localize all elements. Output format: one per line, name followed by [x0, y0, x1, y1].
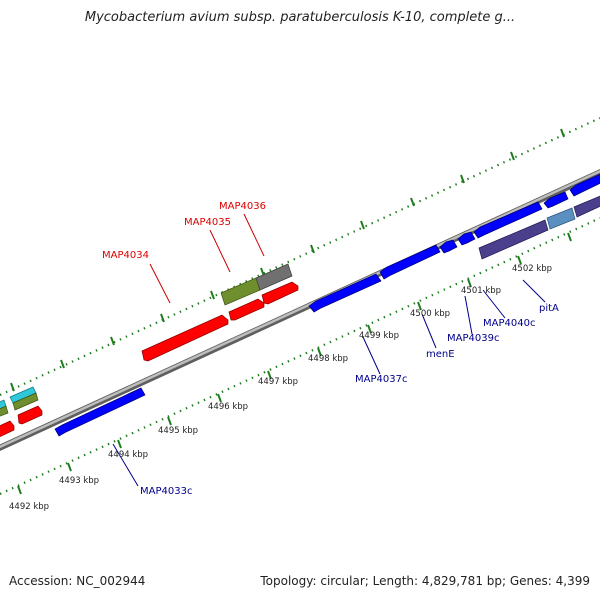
kbp-label-4496: 4496 kbp: [208, 402, 248, 412]
accession-text: Accession: NC_002944: [9, 574, 146, 588]
label-map4035: MAP4035: [184, 217, 231, 228]
gene-left-olive[interactable]: [12, 392, 39, 411]
gene-right-slate[interactable]: [573, 194, 600, 218]
gene-map4036[interactable]: [261, 281, 299, 305]
label-map4036: MAP4036: [219, 201, 266, 212]
genome-summary-text: Topology: circular; Length: 4,829,781 bp…: [260, 574, 590, 588]
genome-backbone: [0, 168, 600, 452]
kbp-label-4495: 4495 kbp: [158, 426, 198, 436]
map-title: Mycobacterium avium subsp. paratuberculo…: [84, 10, 516, 25]
gene-map4033c[interactable]: [54, 387, 146, 437]
inner-tick-ruler: [0, 217, 600, 495]
label-map4040c: MAP4040c: [483, 318, 535, 329]
gene-left-red-2[interactable]: [17, 405, 43, 425]
gene-grey[interactable]: [255, 263, 293, 291]
reverse-strand-genes: [54, 172, 600, 437]
kbp-label-4499: 4499 kbp: [359, 331, 399, 341]
label-map4037c: MAP4037c: [355, 374, 407, 385]
kbp-label-4502: 4502 kbp: [512, 264, 552, 274]
label-map4039c: MAP4039c: [447, 333, 499, 344]
gene-map4035[interactable]: [228, 298, 265, 321]
forward-leader-lines: [149, 213, 265, 304]
kbp-label-4497: 4497 kbp: [258, 377, 298, 387]
gene-right-blue-2[interactable]: [569, 172, 600, 197]
outer-tick-ruler: [0, 117, 600, 396]
gene-steel[interactable]: [546, 207, 576, 230]
forward-strand-genes: [0, 263, 299, 439]
gene-slate[interactable]: [478, 219, 549, 260]
kbp-label-4500: 4500 kbp: [410, 309, 450, 319]
gene-right-blue-1[interactable]: [543, 191, 569, 209]
kbp-label-4498: 4498 kbp: [308, 354, 348, 364]
gene-left-olive-2[interactable]: [0, 405, 9, 418]
gene-map4037c[interactable]: [308, 273, 382, 313]
kbp-label-4494: 4494 kbp: [108, 450, 148, 460]
label-map4034: MAP4034: [102, 250, 149, 261]
label-mene: menE: [426, 349, 455, 360]
reverse-leader-lines: [112, 279, 546, 487]
label-map4033c: MAP4033c: [140, 486, 192, 497]
kbp-label-4493: 4493 kbp: [59, 476, 99, 486]
gene-left-red-1[interactable]: [0, 420, 15, 439]
kbp-label-4492: 4492 kbp: [9, 502, 49, 512]
gene-pita[interactable]: [473, 201, 543, 239]
kbp-label-4501: 4501 kbp: [461, 286, 501, 296]
gene-map4039c[interactable]: [439, 239, 458, 254]
gene-map4034[interactable]: [141, 314, 229, 362]
label-pita: pitA: [539, 303, 559, 314]
gene-map4040c[interactable]: [457, 231, 476, 246]
gene-mene[interactable]: [379, 244, 441, 280]
